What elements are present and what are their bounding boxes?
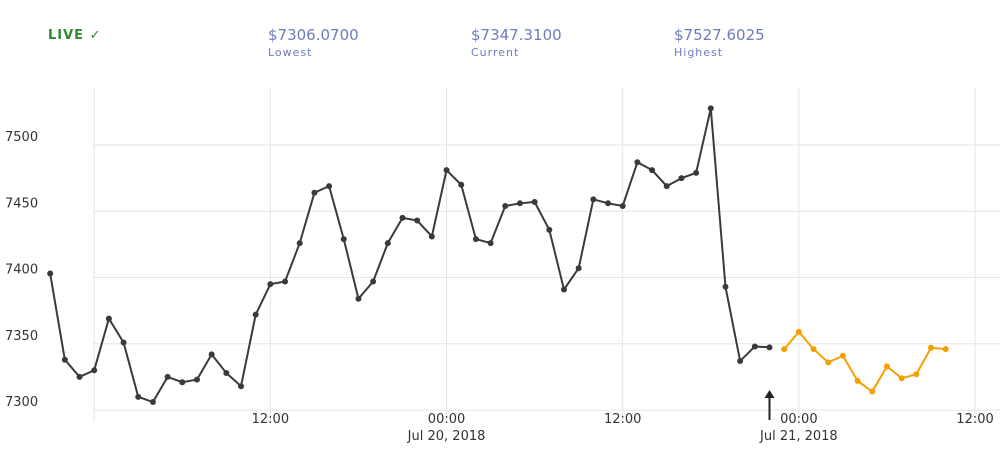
stat-label: Current bbox=[471, 46, 520, 59]
data-point bbox=[179, 379, 186, 386]
data-point bbox=[355, 295, 362, 302]
stat-label: Highest bbox=[674, 46, 724, 59]
data-point bbox=[164, 373, 171, 380]
live-badge: LIVE ✓ bbox=[48, 28, 101, 43]
data-point bbox=[428, 233, 435, 240]
stat: $7347.3100 Current bbox=[471, 26, 562, 59]
data-point bbox=[854, 377, 861, 384]
x-tick-label: 12:00 bbox=[956, 412, 993, 427]
data-point bbox=[120, 339, 127, 346]
data-point bbox=[722, 283, 729, 290]
stat-label: Lowest bbox=[268, 46, 313, 59]
data-point bbox=[634, 159, 641, 166]
x-tick-sublabel: Jul 21, 2018 bbox=[759, 429, 838, 444]
data-point bbox=[605, 200, 612, 207]
data-point bbox=[135, 393, 142, 400]
stat: $7306.0700 Lowest bbox=[268, 26, 359, 59]
stat-value: $7347.3100 bbox=[471, 26, 562, 44]
data-point bbox=[149, 399, 156, 406]
data-point bbox=[472, 236, 479, 243]
y-tick-label: 7400 bbox=[5, 263, 38, 278]
data-point bbox=[810, 346, 817, 353]
data-point bbox=[208, 351, 215, 358]
x-tick-label: 00:00 bbox=[780, 412, 817, 427]
data-point bbox=[590, 196, 597, 203]
data-point bbox=[502, 202, 509, 209]
data-point bbox=[913, 371, 920, 378]
series-line bbox=[783, 330, 946, 393]
data-point bbox=[370, 278, 377, 285]
data-point bbox=[91, 367, 98, 374]
stat: $7527.6025 Highest bbox=[674, 26, 765, 59]
x-tick-label: 00:00 bbox=[428, 412, 465, 427]
stat-value: $7306.0700 bbox=[268, 26, 359, 44]
data-point bbox=[649, 167, 656, 174]
data-point bbox=[487, 240, 494, 247]
data-point bbox=[414, 217, 421, 224]
data-point bbox=[883, 363, 890, 370]
data-point bbox=[678, 175, 685, 182]
data-point bbox=[516, 200, 523, 207]
data-point bbox=[575, 265, 582, 272]
y-tick-label: 7350 bbox=[5, 329, 38, 344]
data-point bbox=[193, 376, 200, 383]
data-point bbox=[267, 281, 274, 288]
data-point bbox=[942, 346, 949, 353]
y-tick-label: 7300 bbox=[5, 395, 38, 410]
data-point bbox=[751, 343, 758, 350]
data-point bbox=[252, 311, 259, 318]
data-point bbox=[663, 183, 670, 190]
data-point bbox=[282, 278, 289, 285]
data-point bbox=[825, 359, 832, 366]
data-point bbox=[223, 369, 230, 376]
current-arrow-head bbox=[764, 390, 775, 398]
data-point bbox=[531, 198, 538, 205]
data-point bbox=[928, 344, 935, 351]
data-point bbox=[296, 240, 303, 247]
data-point bbox=[619, 202, 626, 209]
data-point bbox=[238, 383, 245, 390]
y-tick-label: 7450 bbox=[5, 196, 38, 211]
data-point bbox=[443, 167, 450, 174]
x-tick-label: 12:00 bbox=[604, 412, 641, 427]
x-tick-label: 12:00 bbox=[252, 412, 289, 427]
data-point bbox=[399, 214, 406, 221]
data-point bbox=[384, 240, 391, 247]
series-line bbox=[49, 108, 770, 404]
data-point bbox=[105, 315, 112, 322]
data-point bbox=[795, 328, 802, 335]
x-tick-sublabel: Jul 20, 2018 bbox=[407, 429, 486, 444]
y-tick-label: 7500 bbox=[5, 130, 38, 145]
data-point bbox=[869, 388, 876, 395]
data-point bbox=[61, 356, 68, 363]
stat-value: $7527.6025 bbox=[674, 26, 765, 44]
data-point bbox=[737, 358, 744, 365]
data-point bbox=[781, 346, 788, 353]
data-point bbox=[693, 169, 700, 176]
data-point bbox=[340, 236, 347, 243]
data-point bbox=[898, 375, 905, 382]
data-point bbox=[311, 189, 318, 196]
data-point bbox=[839, 352, 846, 359]
data-point bbox=[458, 181, 465, 188]
data-point bbox=[47, 270, 54, 277]
data-point bbox=[326, 183, 333, 190]
live-text: LIVE ✓ bbox=[48, 28, 102, 43]
data-point bbox=[546, 226, 553, 233]
data-point bbox=[76, 373, 83, 380]
data-point bbox=[707, 105, 714, 112]
data-point bbox=[560, 286, 567, 293]
data-point bbox=[766, 344, 773, 351]
